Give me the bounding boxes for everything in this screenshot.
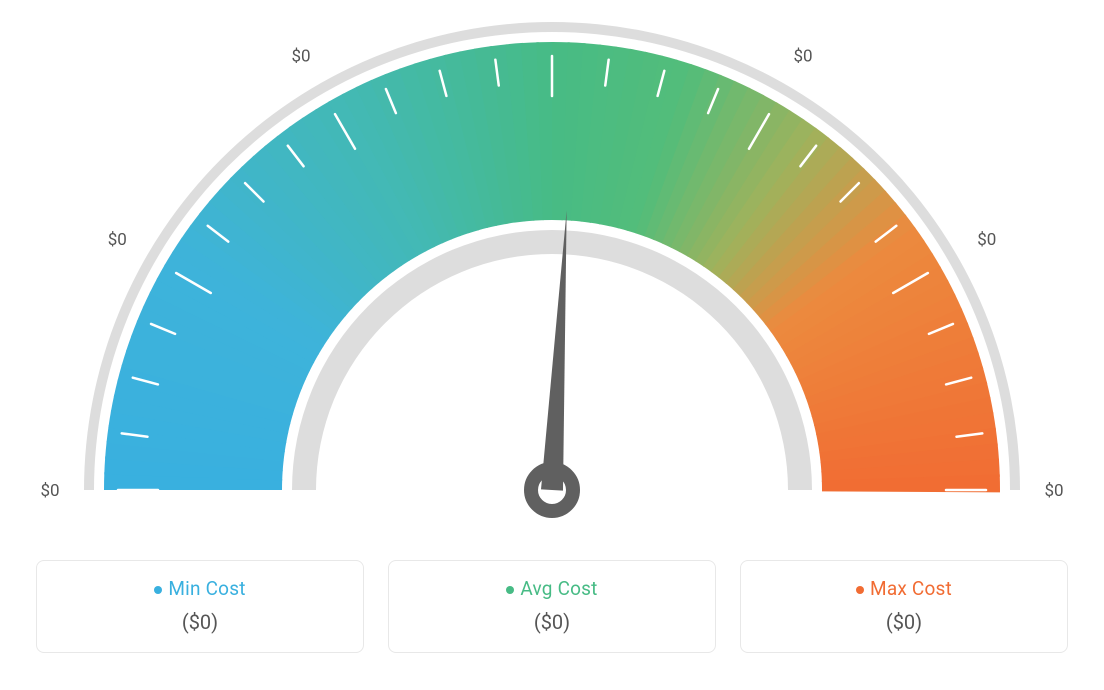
gauge-chart: $0$0$0$0$0$0$0 xyxy=(0,0,1104,560)
legend-label-avg: Avg Cost xyxy=(520,577,597,600)
legend-title-max: Max Cost xyxy=(753,577,1055,600)
legend-dot-min xyxy=(154,586,162,594)
legend-card-max: Max Cost ($0) xyxy=(740,560,1068,653)
svg-text:$0: $0 xyxy=(40,481,59,501)
svg-text:$0: $0 xyxy=(291,46,310,66)
legend-label-max: Max Cost xyxy=(870,577,952,600)
svg-text:$0: $0 xyxy=(1044,481,1063,501)
legend-card-avg: Avg Cost ($0) xyxy=(388,560,716,653)
svg-text:$0: $0 xyxy=(793,46,812,66)
svg-text:$0: $0 xyxy=(108,230,127,250)
legend-value-min: ($0) xyxy=(49,610,351,634)
legend-value-max: ($0) xyxy=(753,610,1055,634)
legend-dot-avg xyxy=(506,586,514,594)
gauge-svg: $0$0$0$0$0$0$0 xyxy=(0,0,1104,560)
svg-text:$0: $0 xyxy=(977,230,996,250)
legend-label-min: Min Cost xyxy=(168,577,245,600)
legend-title-avg: Avg Cost xyxy=(401,577,703,600)
legend-value-avg: ($0) xyxy=(401,610,703,634)
legend-title-min: Min Cost xyxy=(49,577,351,600)
legend-row: Min Cost ($0) Avg Cost ($0) Max Cost ($0… xyxy=(0,560,1104,653)
legend-dot-max xyxy=(856,586,864,594)
legend-card-min: Min Cost ($0) xyxy=(36,560,364,653)
